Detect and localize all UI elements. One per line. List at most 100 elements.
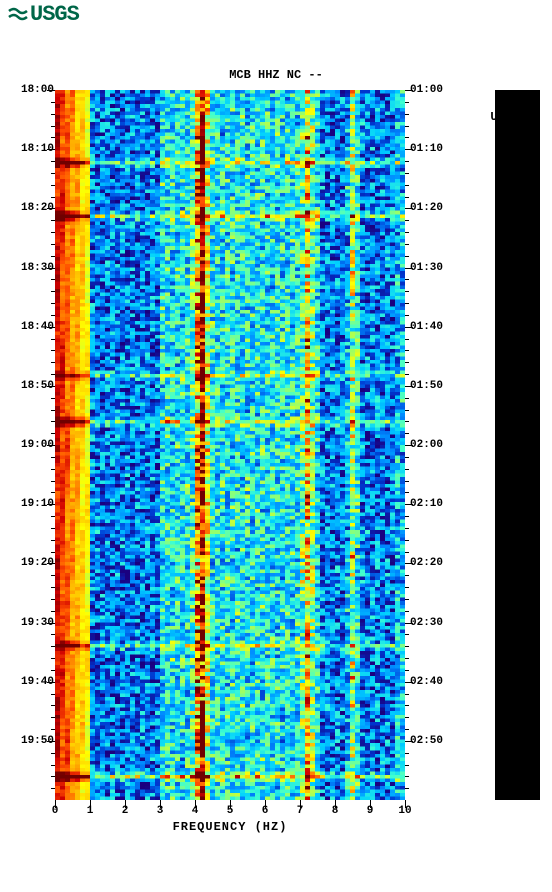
- ytick-minor-left: [51, 303, 55, 304]
- xlabel: 1: [80, 805, 100, 817]
- ytick-minor-left: [51, 232, 55, 233]
- ylabel-right: 01:40: [410, 321, 455, 333]
- ytick-minor-left: [51, 315, 55, 316]
- ytick-minor-left: [51, 587, 55, 588]
- ylabel-right: 02:30: [410, 617, 455, 629]
- ytick-minor-left: [51, 126, 55, 127]
- ytick-minor-right: [405, 161, 409, 162]
- ylabel-right: 02:50: [410, 735, 455, 747]
- colorbar-tick: [541, 658, 547, 659]
- ylabel-right: 01:10: [410, 143, 455, 155]
- ytick-minor-left: [51, 765, 55, 766]
- ytick-minor-right: [405, 433, 409, 434]
- ylabel-left: 18:00: [14, 84, 54, 96]
- ytick-minor-left: [51, 481, 55, 482]
- ytick-minor-right: [405, 220, 409, 221]
- ytick-minor-right: [405, 753, 409, 754]
- xlabel: 0: [45, 805, 65, 817]
- ytick-minor-left: [51, 469, 55, 470]
- ylabel-right: 01:00: [410, 84, 455, 96]
- colorbar-tick: [541, 374, 547, 375]
- ytick-minor-left: [51, 457, 55, 458]
- ylabel-right: 02:40: [410, 676, 455, 688]
- colorbar-tick: [541, 445, 547, 446]
- ytick-minor-left: [51, 540, 55, 541]
- ylabel-left: 18:10: [14, 143, 54, 155]
- ytick-minor-right: [405, 552, 409, 553]
- ytick-minor-left: [51, 161, 55, 162]
- ytick-minor-left: [51, 694, 55, 695]
- ytick-minor-right: [405, 492, 409, 493]
- ytick-minor-left: [51, 114, 55, 115]
- ytick-minor-right: [405, 729, 409, 730]
- ylabel-left: 19:30: [14, 617, 54, 629]
- ytick-minor-right: [405, 362, 409, 363]
- xlabel: 2: [115, 805, 135, 817]
- ytick-minor-left: [51, 753, 55, 754]
- ytick-minor-left: [51, 658, 55, 659]
- station-line: MCB HHZ NC --: [0, 68, 552, 82]
- ytick-minor-left: [51, 575, 55, 576]
- ytick-minor-right: [405, 315, 409, 316]
- colorbar-tick: [541, 90, 547, 91]
- ytick-minor-left: [51, 670, 55, 671]
- ylabel-left: 19:10: [14, 498, 54, 510]
- ytick-minor-right: [405, 102, 409, 103]
- ytick-minor-left: [51, 173, 55, 174]
- ytick-minor-right: [405, 457, 409, 458]
- ytick-minor-right: [405, 469, 409, 470]
- usgs-text: USGS: [30, 2, 79, 27]
- ytick-minor-right: [405, 398, 409, 399]
- ytick-minor-left: [51, 729, 55, 730]
- ytick-minor-right: [405, 256, 409, 257]
- ytick-minor-right: [405, 374, 409, 375]
- ylabel-left: 18:30: [14, 262, 54, 274]
- ylabel-left: 19:50: [14, 735, 54, 747]
- ylabel-left: 18:40: [14, 321, 54, 333]
- ytick-minor-right: [405, 575, 409, 576]
- ytick-minor-right: [405, 587, 409, 588]
- spectrogram-canvas: [55, 90, 405, 800]
- ytick-minor-left: [51, 611, 55, 612]
- ytick-minor-right: [405, 421, 409, 422]
- ytick-minor-left: [51, 552, 55, 553]
- colorbar-tick: [541, 587, 547, 588]
- xlabel: 6: [255, 805, 275, 817]
- ytick-minor-left: [51, 410, 55, 411]
- ytick-minor-left: [51, 717, 55, 718]
- ylabel-right: 02:10: [410, 498, 455, 510]
- ytick-minor-right: [405, 765, 409, 766]
- ytick-minor-right: [405, 410, 409, 411]
- ytick-minor-left: [51, 528, 55, 529]
- colorbar-tick: [541, 516, 547, 517]
- ytick-minor-left: [51, 197, 55, 198]
- ylabel-right: 02:20: [410, 557, 455, 569]
- ytick-minor-right: [405, 481, 409, 482]
- ytick-minor-right: [405, 540, 409, 541]
- colorbar-tick: [541, 303, 547, 304]
- ytick-minor-right: [405, 137, 409, 138]
- ytick-minor-right: [405, 658, 409, 659]
- ylabel-right: 01:20: [410, 202, 455, 214]
- ytick-minor-right: [405, 694, 409, 695]
- xlabel: 5: [220, 805, 240, 817]
- ytick-minor-right: [405, 788, 409, 789]
- ytick-minor-right: [405, 279, 409, 280]
- ylabel-left: 19:00: [14, 439, 54, 451]
- ytick-minor-right: [405, 670, 409, 671]
- xlabel: 10: [395, 805, 415, 817]
- xlabel: 4: [185, 805, 205, 817]
- ytick-minor-left: [51, 646, 55, 647]
- ytick-minor-left: [51, 776, 55, 777]
- ylabel-left: 19:40: [14, 676, 54, 688]
- ytick-minor-left: [51, 350, 55, 351]
- ytick-minor-left: [51, 492, 55, 493]
- ytick-minor-left: [51, 516, 55, 517]
- colorbar-tick: [541, 800, 547, 801]
- ytick-minor-right: [405, 705, 409, 706]
- ytick-minor-right: [405, 634, 409, 635]
- xaxis-title: FREQUENCY (HZ): [55, 820, 405, 834]
- ylabel-left: 18:20: [14, 202, 54, 214]
- ylabel-left: 19:20: [14, 557, 54, 569]
- ytick-minor-right: [405, 717, 409, 718]
